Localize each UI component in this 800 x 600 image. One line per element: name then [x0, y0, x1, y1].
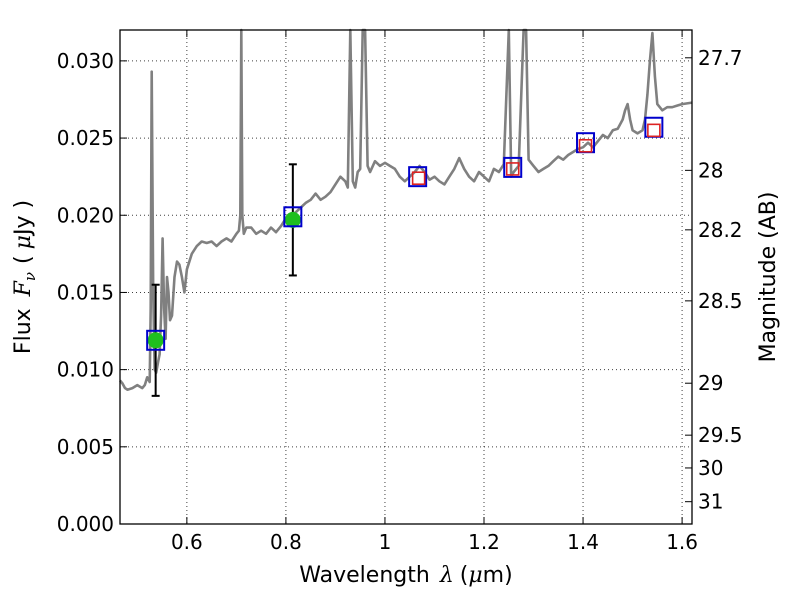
photometry-points — [147, 211, 301, 349]
x-tick-label: 0.8 — [270, 530, 302, 554]
ir-points — [411, 123, 661, 185]
plot-frame — [119, 29, 693, 525]
spectrum-line — [118, 28, 693, 391]
x-tick-label: 1.2 — [468, 530, 500, 554]
y2-tick-label: 30 — [698, 456, 723, 480]
y-tick-label: 0.030 — [57, 49, 114, 73]
x-tick-label: 0.6 — [171, 530, 203, 554]
y-tick-label: 0.020 — [57, 203, 114, 227]
ir-point — [411, 171, 426, 185]
model-box — [146, 329, 166, 351]
y-tick-label: 0.005 — [57, 435, 114, 459]
x-tick-label: 1.4 — [567, 530, 599, 554]
ir-point — [647, 123, 661, 138]
y-axis-label: FluxFν(μJy ) — [11, 200, 39, 354]
x-axis-ticks: 0.6 0.8 1 1.2 1.4 1.6 — [171, 30, 698, 554]
photometry-point — [147, 332, 164, 349]
y2-tick-label: 28 — [698, 158, 723, 182]
x-tick-label: 1.6 — [666, 530, 698, 554]
y-tick-label: 0.025 — [57, 126, 114, 150]
y-tick-label: 0.010 — [57, 358, 114, 382]
ir-point — [505, 162, 520, 176]
x-tick-label: 1 — [379, 530, 392, 554]
y2-tick-label: 29 — [698, 371, 723, 395]
y-axis-ticks: 0.000 0.005 0.010 0.015 0.020 0.025 0.030 — [57, 49, 127, 536]
model-box — [283, 206, 303, 228]
y-tick-label: 0.000 — [57, 512, 114, 536]
x-axis-label: Wavelength λ (μm) — [299, 563, 512, 588]
y2-tick-label: 29.5 — [698, 423, 743, 447]
ir-point — [578, 138, 593, 153]
grid — [120, 30, 692, 525]
y2-tick-label: 27.7 — [698, 46, 743, 70]
y2-axis-ticks: 27.7 28 28.2 28.5 29 29.5 30 31 — [685, 46, 743, 514]
y2-tick-label: 28.5 — [698, 289, 743, 313]
y-tick-label: 0.015 — [57, 280, 114, 304]
spectrum-series — [118, 28, 693, 391]
y2-axis-label: Magnitude (AB) — [756, 192, 781, 363]
model-box — [408, 166, 428, 188]
y2-tick-label: 28.2 — [698, 218, 743, 242]
y2-tick-label: 31 — [698, 490, 723, 514]
model-box — [503, 156, 523, 178]
photometry-point — [284, 211, 301, 228]
